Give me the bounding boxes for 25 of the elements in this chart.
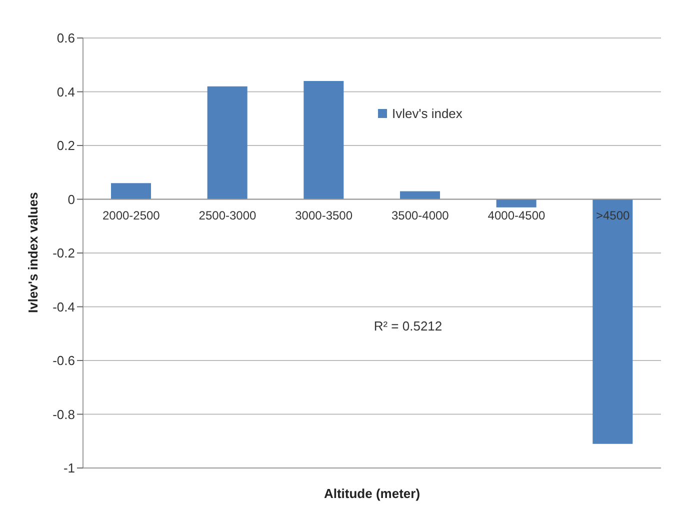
y-tick-label: 0.6 [56,30,75,46]
legend-label: Ivlev's index [392,106,463,121]
x-tick-label: 3500-4000 [391,208,450,222]
annotation: R² = 0.5212 [374,318,442,334]
y-tick-label: -1 [63,460,75,476]
bar [592,199,633,444]
bar [496,199,536,208]
y-tick-label: 0.4 [56,84,75,100]
y-tick-label: -0.2 [52,246,75,261]
x-tick-label: 3000-3500 [295,208,353,222]
y-axis-title: Ivlev's index values [26,192,41,313]
x-tick-label: 2500-3000 [198,208,257,222]
bar [400,191,440,200]
y-tick-label: 0 [68,192,75,207]
y-tick-label: -0.6 [52,353,75,368]
bar [304,81,344,200]
x-tick-label: >4500 [596,208,630,222]
bar [111,183,151,200]
y-tick-label: -0.8 [52,406,75,422]
bar [207,86,248,200]
x-tick-label: 4000-4500 [488,208,546,222]
x-tick-label: 2000-2500 [102,208,160,222]
x-axis-title: Altitude (meter) [324,486,420,501]
y-tick-label: -0.4 [52,299,75,314]
y-tick-label: 0.2 [56,138,75,154]
